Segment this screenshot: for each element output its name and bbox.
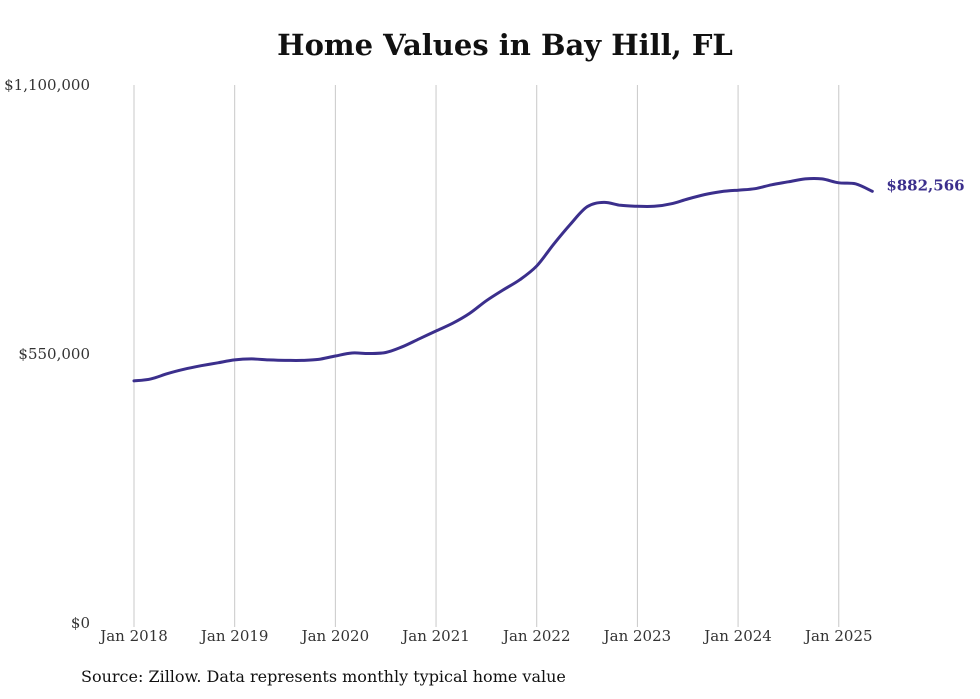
- y-tick-labels: $0 $550,000 $1,100,000: [4, 76, 90, 632]
- source-note: Source: Zillow. Data represents monthly …: [81, 667, 566, 686]
- x-tick-label: Jan 2024: [702, 627, 772, 645]
- x-tick-labels: Jan 2018 Jan 2019 Jan 2020 Jan 2021 Jan 2022…: [98, 627, 872, 645]
- x-tick-label: Jan 2019: [199, 627, 269, 645]
- y-tick-label: $0: [71, 614, 90, 632]
- x-tick-label: Jan 2022: [501, 627, 571, 645]
- series-layer: [132, 176, 874, 383]
- grid-lines: [133, 85, 840, 627]
- end-label-layer: $882,566: [886, 176, 964, 194]
- x-tick-label: Jan 2018: [98, 627, 168, 645]
- chart-title: Home Values in Bay Hill, FL: [277, 28, 733, 62]
- x-tick-label: Jan 2021: [400, 627, 470, 645]
- y-tick-label: $1,100,000: [4, 76, 90, 94]
- x-tick-label: Jan 2025: [803, 627, 873, 645]
- y-tick-label: $550,000: [18, 345, 90, 363]
- x-tick-label: Jan 2020: [300, 627, 370, 645]
- series-line: [132, 176, 874, 383]
- x-tick-label: Jan 2023: [602, 627, 672, 645]
- end-value-label: $882,566: [886, 176, 964, 194]
